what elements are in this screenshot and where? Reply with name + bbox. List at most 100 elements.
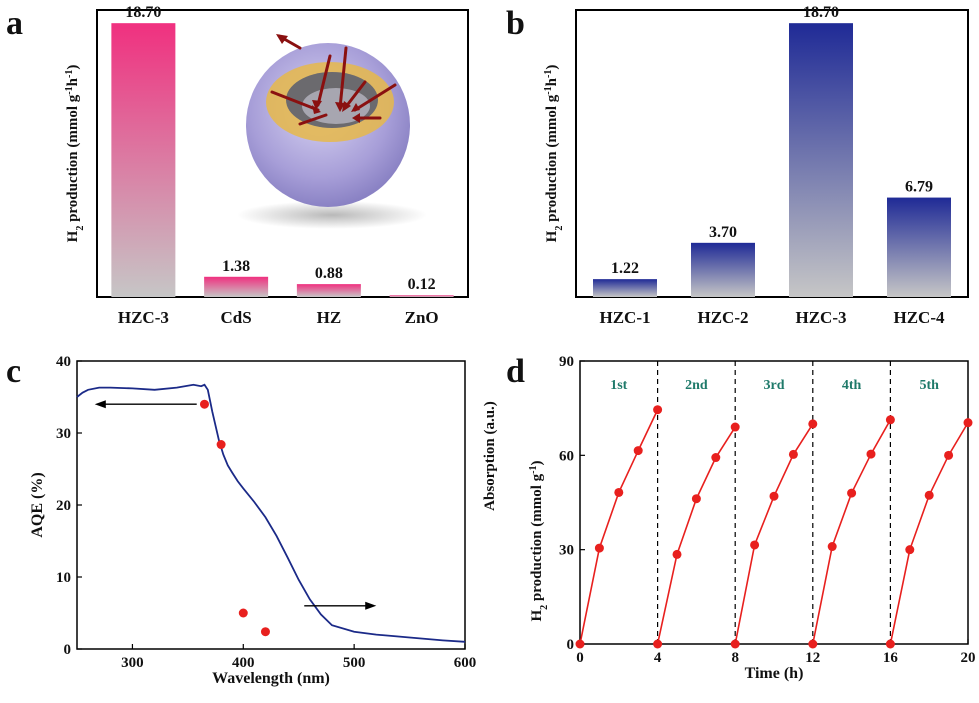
cycle-point xyxy=(808,639,818,649)
aqe-point xyxy=(199,399,209,409)
bar-HZC-4 xyxy=(887,197,951,297)
cycle-point xyxy=(944,450,954,460)
cycle-point xyxy=(730,639,740,649)
data-label: 6.79 xyxy=(905,179,933,196)
cycle-point xyxy=(924,490,934,500)
panel-a: a xyxy=(6,4,469,327)
x-tick-label: 12 xyxy=(805,650,820,666)
y-tick-label: 60 xyxy=(559,448,574,464)
hollow-sphere-illustration xyxy=(237,34,427,229)
panel-b: b 1.22 HZC-1 3.70 HZC-2 18.70 HZC-3 6.79 HZC-4 H… xyxy=(506,4,969,327)
panel-a-frame xyxy=(96,9,469,298)
y-tick-label: 40 xyxy=(56,354,71,370)
x-tick-label: 300 xyxy=(121,655,144,671)
y-tick-label: 0 xyxy=(64,642,72,658)
data-label: 1.22 xyxy=(611,260,639,277)
panel-letter-c: c xyxy=(6,353,21,390)
y-axis-label: H2 production (mmol g-1h-1) xyxy=(543,65,565,243)
cycle-point xyxy=(963,418,973,428)
cycle-point xyxy=(808,419,818,429)
cycle-label: 5th xyxy=(919,378,939,393)
x-axis-label: Time (h) xyxy=(745,665,804,682)
bar-HZC-2 xyxy=(691,242,755,297)
cycle-line xyxy=(734,423,814,645)
x-tick-label: 0 xyxy=(576,650,584,666)
cycle-point xyxy=(750,540,760,550)
category-label: HZC-1 xyxy=(600,308,651,327)
bars-b: 1.22 HZC-1 3.70 HZC-2 18.70 HZC-3 6.79 HZC-4 H2 … xyxy=(543,4,951,327)
category-label: HZ xyxy=(317,308,342,327)
left-arrow-head xyxy=(94,400,106,409)
data-label: 0.88 xyxy=(315,265,343,282)
plot-c: 300 400 500 600 0 10 20 30 40 Wavelength (nm) AQE … xyxy=(29,354,476,687)
panel-d: d 0 4 8 12 16 20 0 30 60 90 1st 2nd 3rd 4th 5th Time (h… xyxy=(482,353,976,682)
cycle-point xyxy=(847,488,857,498)
x-tick-label: 4 xyxy=(654,650,662,666)
cycle-line xyxy=(579,409,659,645)
aqe-point xyxy=(260,627,270,637)
x-axis-label: Wavelength (nm) xyxy=(212,670,330,687)
cycle-point xyxy=(691,494,701,504)
category-label: HZC-3 xyxy=(118,308,169,327)
cycle-point xyxy=(769,491,779,501)
category-label: HZC-2 xyxy=(698,308,749,327)
bar-HZC-3 xyxy=(789,23,853,298)
panel-letter-b: b xyxy=(506,5,525,42)
cycle-point xyxy=(672,549,682,559)
y-axis-label: H2 production (mmol g-1) xyxy=(528,461,550,622)
plot-d: 0 4 8 12 16 20 0 30 60 90 1st 2nd 3rd 4th 5th Time (h) H… xyxy=(482,354,976,682)
y-tick-label: 30 xyxy=(56,426,71,442)
cycle-point xyxy=(788,449,798,459)
category-label: HZC-3 xyxy=(796,308,847,327)
cycle-line xyxy=(656,426,736,645)
bar-ZnO xyxy=(389,295,454,297)
cycle-label: 2nd xyxy=(685,378,708,393)
cycle-point xyxy=(614,487,624,497)
bar-CdS xyxy=(204,276,269,297)
data-label: 3.70 xyxy=(709,224,737,241)
cycle-point xyxy=(575,639,585,649)
cycle-point xyxy=(866,449,876,459)
cycle-line xyxy=(889,422,969,645)
bars-a: 18.70 HZC-3 1.38 CdS 0.88 HZ 0.12 ZnO H2 product… xyxy=(64,4,454,327)
data-label: 1.38 xyxy=(222,258,250,275)
y-tick-label: 90 xyxy=(559,354,574,370)
data-label: 18.70 xyxy=(125,4,161,21)
right-arrow-head xyxy=(365,601,377,610)
bar-HZC-3 xyxy=(111,23,176,298)
data-label: 18.70 xyxy=(803,4,839,21)
panel-letter-a: a xyxy=(6,5,23,42)
cycle-label: 1st xyxy=(610,378,627,393)
cycle-point xyxy=(827,542,837,552)
y-tick-label: 20 xyxy=(56,498,71,514)
y-axis-label: AQE (%) xyxy=(29,472,46,537)
panel-b-frame xyxy=(575,9,969,298)
x-tick-label: 20 xyxy=(961,650,976,666)
aqe-point xyxy=(238,608,248,618)
bar-HZC-1 xyxy=(593,279,657,297)
category-label: CdS xyxy=(221,308,252,327)
bar-HZ xyxy=(296,284,361,297)
cycle-line xyxy=(812,419,892,645)
cycle-point xyxy=(885,415,895,425)
x-tick-label: 600 xyxy=(454,655,477,671)
cycle-point xyxy=(653,405,663,415)
absorption-axis-label: Absorption (a.u.) xyxy=(482,401,498,511)
y-tick-label: 10 xyxy=(56,570,71,586)
cycle-point xyxy=(653,639,663,649)
category-label: ZnO xyxy=(405,308,439,327)
y-tick-label: 30 xyxy=(559,543,574,559)
absorption-curve xyxy=(76,383,466,643)
cycle-label: 3rd xyxy=(764,378,785,393)
cycle-point xyxy=(711,453,721,463)
data-label: 0.12 xyxy=(408,276,436,293)
cycle-point xyxy=(885,639,895,649)
aqe-point xyxy=(216,440,226,450)
cycle-point xyxy=(594,543,604,553)
y-axis-label: H2 production (mmol g-1h-1) xyxy=(64,65,86,243)
cycle-point xyxy=(633,446,643,456)
panel-d-frame xyxy=(579,360,969,645)
category-label: HZC-4 xyxy=(894,308,946,327)
x-tick-label: 400 xyxy=(232,655,255,671)
